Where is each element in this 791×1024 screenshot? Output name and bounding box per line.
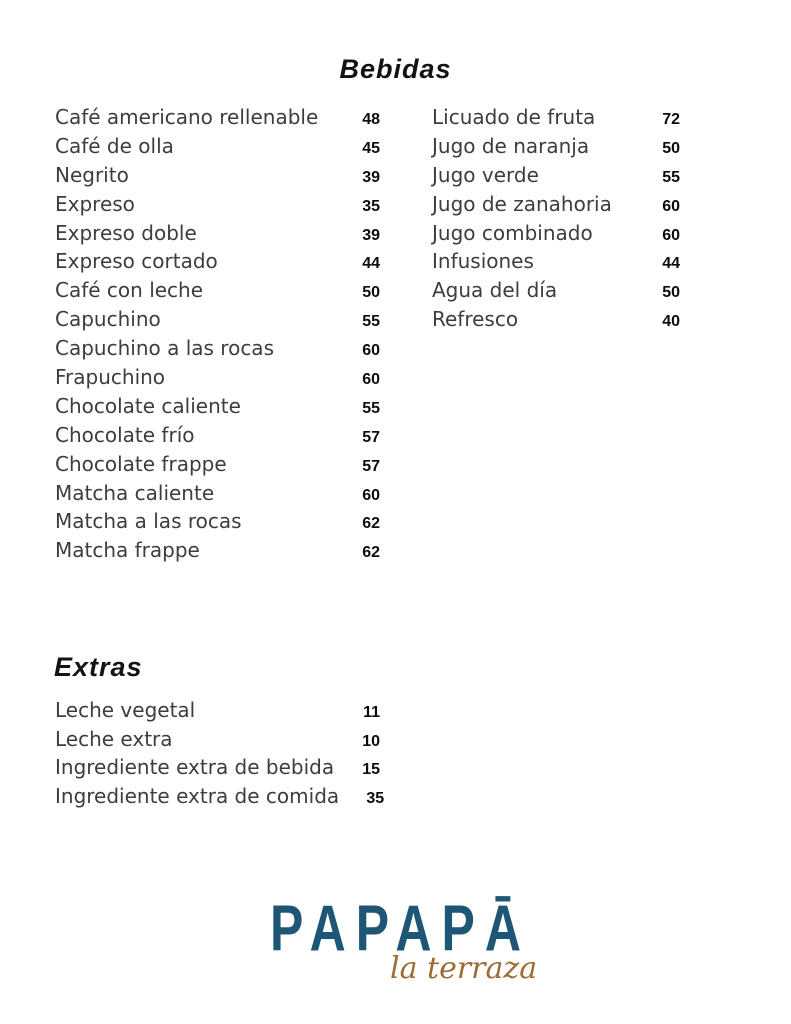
menu-item-row: Chocolate frappe 57	[55, 450, 380, 479]
menu-item-row: Expreso cortado 44	[55, 247, 380, 276]
menu-item-price: 50	[662, 284, 680, 302]
section-title-bebidas: Bebidas	[339, 54, 452, 84]
menu-item-name: Ingrediente extra de bebida	[55, 755, 335, 779]
menu-item-name: Leche extra	[55, 726, 173, 751]
menu-item-price: 62	[362, 515, 380, 533]
menu-item-name: Matcha caliente	[55, 480, 215, 505]
menu-item-row: Jugo combinado 60	[432, 219, 680, 248]
menu-item-price: 35	[362, 197, 380, 215]
menu-item-price: 48	[362, 111, 380, 128]
menu-item-price: 60	[662, 197, 680, 215]
extras-column: Leche vegetal 11 Leche extra 10 Ingredient…	[55, 696, 384, 811]
menu-item-price: 11	[363, 704, 380, 721]
menu-item-price: 50	[662, 139, 680, 157]
menu-item-price: 44	[362, 255, 380, 273]
bebidas-column-right: Licuado de fruta 72 Jugo de naranja 50 Jug…	[432, 103, 680, 334]
menu-item-name: Refresco	[432, 307, 519, 332]
menu-item-price: 57	[362, 457, 380, 475]
brand-tagline: la terraza	[390, 951, 538, 986]
menu-item-name: Jugo combinado	[432, 220, 593, 245]
menu-item-row: Leche vegetal 11	[55, 696, 380, 725]
menu-item-price: 62	[362, 544, 380, 562]
menu-item-row: Jugo verde 55	[432, 161, 680, 190]
menu-item-price: 55	[662, 168, 680, 186]
menu-item-price: 45	[362, 139, 380, 157]
menu-item-price: 44	[662, 255, 680, 273]
menu-item-price: 39	[362, 226, 380, 244]
menu-item-price: 55	[362, 313, 380, 331]
menu-item-name: Chocolate frappe	[55, 451, 227, 476]
menu-item-name: Matcha frappe	[55, 538, 200, 563]
menu-item-name: Café americano rellenable	[55, 105, 319, 129]
menu-item-name: Licuado de fruta	[432, 105, 596, 129]
menu-item-row: Matcha frappe 62	[55, 536, 380, 565]
bebidas-column-left: Café americano rellenable 48 Café de olla…	[55, 103, 380, 565]
menu-item-name: Chocolate caliente	[55, 393, 241, 418]
menu-item-price: 57	[362, 428, 380, 446]
menu-item-row: Matcha caliente 60	[55, 479, 380, 508]
menu-item-name: Frapuchino	[55, 365, 166, 390]
menu-item-price: 10	[362, 732, 380, 750]
menu-item-price: 15	[362, 761, 380, 778]
menu-item-price: 60	[362, 371, 380, 389]
menu-item-row: Matcha a las rocas 62	[55, 507, 380, 536]
menu-item-name: Matcha a las rocas	[55, 509, 242, 534]
menu-item-name: Expreso doble	[55, 220, 197, 245]
menu-item-name: Jugo de naranja	[432, 133, 590, 158]
section-title-extras: Extras	[54, 652, 143, 682]
menu-item-name: Capuchino	[55, 307, 161, 332]
menu-item-row: Infusiones 44	[432, 247, 680, 276]
menu-item-row: Capuchino a las rocas 60	[55, 334, 380, 363]
menu-item-price: 72	[662, 111, 680, 128]
menu-item-price: 55	[362, 399, 380, 417]
menu-item-row: Chocolate caliente 55	[55, 392, 380, 421]
menu-item-row: Expreso doble 39	[55, 219, 380, 248]
menu-item-row: Agua del día 50	[432, 276, 680, 305]
menu-item-row: Chocolate frío 57	[55, 421, 380, 450]
menu-item-row: Capuchino 55	[55, 305, 380, 334]
menu-item-row: Café con leche 50	[55, 276, 380, 305]
menu-item-price: 39	[362, 168, 380, 186]
menu-item-name: Expreso cortado	[55, 249, 218, 274]
menu-item-name: Café con leche	[55, 278, 204, 303]
menu-item-price: 40	[662, 313, 680, 331]
menu-item-name: Jugo de zanahoria	[432, 191, 612, 216]
menu-item-name: Café de olla	[55, 133, 174, 158]
menu-item-name: Infusiones	[432, 249, 534, 274]
menu-item-price: 60	[362, 486, 380, 504]
menu-item-row: Expreso 35	[55, 190, 380, 219]
menu-item-row: Jugo de naranja 50	[432, 132, 680, 161]
menu-item-row: Café de olla 45	[55, 132, 380, 161]
menu-item-row: Refresco 40	[432, 305, 680, 334]
menu-item-price: 60	[662, 226, 680, 244]
menu-item-name: Chocolate frío	[55, 422, 195, 447]
menu-item-price: 60	[362, 342, 380, 360]
menu-item-row: Leche extra 10	[55, 725, 380, 754]
menu-item-row: Licuado de fruta 72	[432, 103, 680, 132]
menu-item-row: Jugo de zanahoria 60	[432, 190, 680, 219]
menu-item-name: Leche vegetal	[55, 698, 196, 722]
menu-item-row: Café americano rellenable 48	[55, 103, 380, 132]
menu-item-name: Capuchino a las rocas	[55, 336, 274, 361]
menu-item-row: Ingrediente extra de bebida 15	[55, 753, 380, 782]
menu-item-price: 35	[366, 789, 385, 807]
brand-wordmark: PAPAPĀ	[270, 892, 531, 965]
menu-item-price: 50	[362, 284, 380, 302]
menu-item-row: Negrito 39	[55, 161, 380, 190]
menu-item-name: Negrito	[55, 162, 129, 187]
menu-item-name: Expreso	[55, 191, 135, 216]
menu-item-name: Agua del día	[432, 278, 558, 303]
menu-item-row: Ingrediente extra de comida 35	[55, 782, 384, 811]
menu-item-name: Ingrediente extra de comida	[55, 783, 340, 808]
menu-item-name: Jugo verde	[432, 162, 539, 187]
menu-item-row: Frapuchino 60	[55, 363, 380, 392]
